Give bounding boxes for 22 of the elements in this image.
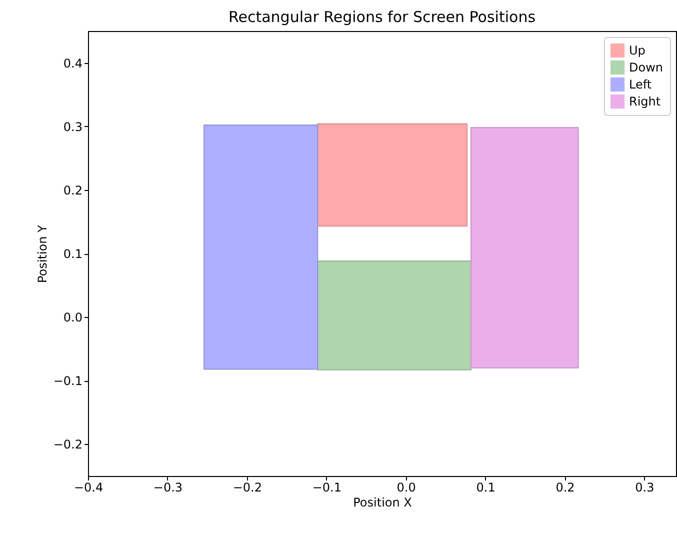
- chart-title: Rectangular Regions for Screen Positions: [228, 8, 536, 26]
- x-tick-label: 0.2: [556, 480, 575, 494]
- x-tick-label: 0.0: [396, 480, 416, 494]
- x-tick-label: 0.1: [476, 480, 496, 494]
- x-tick-label: 0.3: [635, 480, 654, 494]
- x-tick-label: −0.4: [74, 480, 104, 494]
- x-tick-label: −0.2: [232, 480, 262, 494]
- y-tick-label: 0.1: [63, 247, 82, 261]
- x-axis-title: Position X: [353, 496, 412, 510]
- y-axis-title: Position Y: [35, 224, 50, 283]
- y-tick-label: −0.2: [53, 438, 82, 452]
- y-tick-label: 0.3: [63, 120, 82, 134]
- legend-label: Left: [629, 78, 652, 92]
- legend-label: Down: [629, 60, 664, 74]
- x-tick-label: −0.3: [153, 480, 183, 494]
- legend-label: Up: [629, 44, 646, 58]
- y-tick-label: 0.2: [63, 183, 82, 198]
- x-tick-label: −0.1: [312, 480, 342, 494]
- legend-label: Right: [629, 94, 661, 108]
- y-tick-label: 0.4: [63, 56, 82, 70]
- y-tick-label: 0.0: [63, 310, 82, 325]
- y-tick-label: −0.1: [53, 374, 82, 388]
